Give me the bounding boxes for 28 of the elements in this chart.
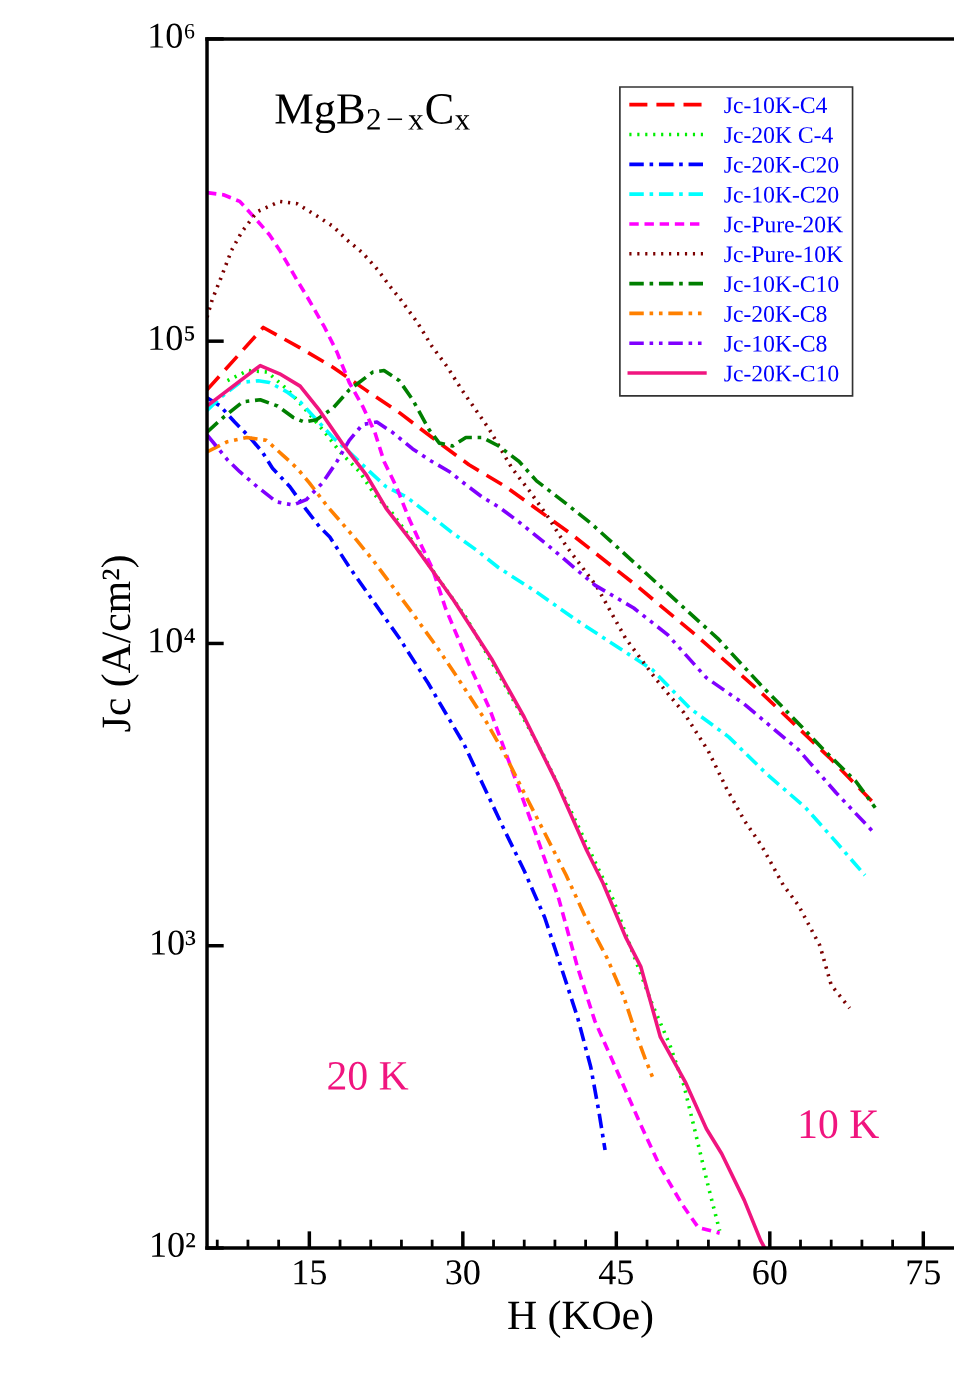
y-tick-label: 10⁶ [150,23,195,48]
line-series [207,420,874,833]
y-tick-label: 10⁴ [150,628,195,653]
legend-label: Jc-Pure-20K [724,216,843,233]
x-tick-label: 75 [907,1260,940,1285]
legend-label: Jc-10K-C8 [724,335,827,352]
y-tick-label: 10² [152,1232,196,1258]
legend-label: Jc-20K-C20 [724,156,839,173]
legend-label: Jc-20K-C8 [724,305,827,322]
x-tick-label: 30 [446,1260,480,1285]
x-tick-label: 15 [294,1260,326,1285]
y-tick-label: 10⁵ [150,325,195,351]
legend-label: Jc-10K-C4 [724,97,828,114]
line-series [207,395,607,1152]
legend-label: Jc-10K-C20 [724,186,839,203]
y-tick-label: 10³ [152,930,196,955]
y-axis-title: Jc (A/cm²) [101,556,139,732]
line-series [207,190,722,1235]
legend-label: Jc-20K-C10 [724,365,839,382]
legend-label: Jc-10K-C10 [724,276,839,293]
legend-label: Jc-20K C-4 [724,127,833,143]
x-axis-title: H (KOe) [508,1300,653,1338]
annotation: 20 K [328,1061,409,1090]
legend-label: Jc-Pure-10K [724,246,843,263]
annotation: MgB$_{2−x}$C$_{x}$ [275,94,470,134]
x-tick-label: 45 [598,1260,633,1285]
x-tick-label: 60 [753,1260,787,1285]
annotation: 10 K [800,1110,879,1139]
